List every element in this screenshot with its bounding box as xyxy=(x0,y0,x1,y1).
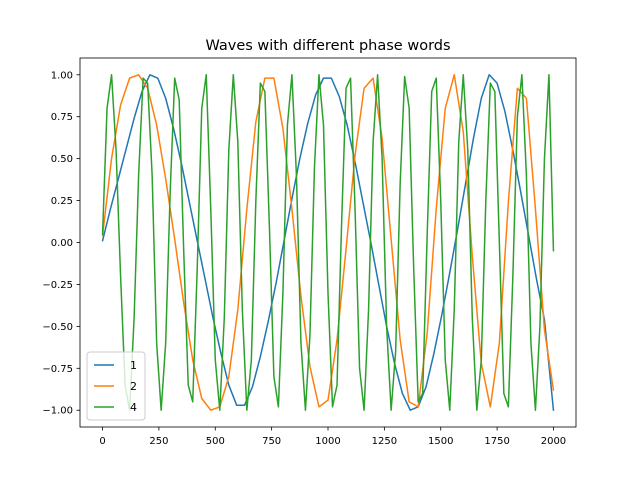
y-tick-label: −0.25 xyxy=(42,280,73,291)
legend-label-4: 4 xyxy=(130,401,137,414)
legend-label-2: 2 xyxy=(130,380,137,393)
y-tick-label: −0.75 xyxy=(42,364,73,375)
y-tick-label: −0.50 xyxy=(42,322,73,333)
x-tick-label: 750 xyxy=(262,436,281,447)
x-tick-label: 500 xyxy=(206,436,225,447)
x-tick-label: 1000 xyxy=(315,436,340,447)
x-tick-label: 1750 xyxy=(484,436,509,447)
series-lines xyxy=(101,74,555,411)
y-tick-label: 0.75 xyxy=(51,112,73,123)
y-tick-label: 1.00 xyxy=(51,70,73,81)
x-tick-label: 1500 xyxy=(428,436,453,447)
series-line-1 xyxy=(101,74,555,411)
x-tick-label: 0 xyxy=(99,436,105,447)
legend-box xyxy=(86,351,146,421)
series-line-2 xyxy=(101,74,555,411)
x-tick-label: 1250 xyxy=(372,436,397,447)
x-tick-label: 2000 xyxy=(541,436,566,447)
series-line-4 xyxy=(101,74,555,411)
y-tick-label: 0.25 xyxy=(51,196,73,207)
y-tick-label: −1.00 xyxy=(42,406,73,417)
plot-area: 0 250 500 750 1000 1250 1500 1750 2000 −1.00 −0.75… xyxy=(42,57,577,447)
legend: 1 2 4 xyxy=(86,351,146,421)
y-tick-label: 0.50 xyxy=(51,154,73,165)
x-tick-label: 250 xyxy=(149,436,168,447)
y-tick-label: 0.00 xyxy=(51,238,73,249)
chart-title: Waves with different phase words xyxy=(205,38,450,54)
legend-label-1: 1 xyxy=(130,359,137,372)
